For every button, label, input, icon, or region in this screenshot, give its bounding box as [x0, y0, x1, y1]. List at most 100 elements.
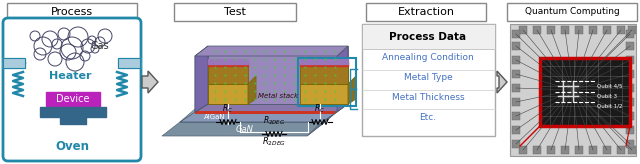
Bar [300, 62, 348, 66]
Bar [512, 84, 520, 92]
Text: Test: Test [224, 7, 246, 17]
Text: Gas: Gas [91, 41, 109, 51]
Bar [300, 59, 348, 64]
Polygon shape [307, 109, 340, 136]
Bar [512, 112, 520, 120]
Bar [512, 42, 520, 50]
Bar [118, 58, 140, 68]
Polygon shape [300, 84, 348, 104]
Bar [628, 146, 636, 154]
FancyBboxPatch shape [7, 3, 137, 21]
Bar [603, 146, 611, 154]
Bar [510, 24, 636, 156]
Polygon shape [348, 76, 356, 104]
Bar [519, 26, 527, 34]
Polygon shape [195, 104, 348, 112]
Text: GaN: GaN [236, 124, 254, 133]
Polygon shape [195, 46, 348, 56]
Bar [512, 126, 520, 134]
Text: $R_C$: $R_C$ [314, 102, 326, 115]
Polygon shape [337, 46, 348, 112]
Bar [40, 107, 106, 117]
FancyBboxPatch shape [174, 3, 296, 21]
Polygon shape [208, 84, 248, 104]
Bar [519, 146, 527, 154]
Bar [626, 84, 634, 92]
Bar [512, 70, 520, 78]
Bar [617, 26, 625, 34]
Bar [547, 26, 555, 34]
Bar [626, 56, 634, 64]
Polygon shape [195, 46, 208, 112]
Bar [512, 98, 520, 106]
Bar [575, 146, 583, 154]
Bar [512, 140, 520, 148]
Text: Qubit 3: Qubit 3 [597, 93, 617, 99]
Bar [540, 58, 630, 126]
Bar [362, 24, 495, 136]
Text: Device: Device [56, 94, 90, 104]
Text: Annealing Condition: Annealing Condition [382, 52, 474, 62]
Bar [46, 92, 100, 106]
Polygon shape [195, 46, 208, 112]
Bar [626, 30, 634, 38]
Polygon shape [300, 64, 348, 84]
Bar [118, 58, 140, 68]
Text: Metal Type: Metal Type [404, 73, 452, 82]
Bar [60, 116, 86, 124]
Bar [547, 146, 555, 154]
Bar [617, 146, 625, 154]
Bar [512, 56, 520, 64]
Bar [561, 146, 569, 154]
Text: Quantum Computing: Quantum Computing [525, 8, 620, 17]
Bar [575, 26, 583, 34]
Text: Process: Process [51, 7, 93, 17]
Text: Etc.: Etc. [419, 113, 436, 122]
Polygon shape [195, 111, 335, 114]
Text: Metal Thickness: Metal Thickness [392, 93, 464, 102]
Polygon shape [195, 104, 348, 112]
Text: Process Data: Process Data [389, 32, 467, 42]
Text: Extraction: Extraction [397, 7, 454, 17]
Text: $R_{2DEG}$: $R_{2DEG}$ [263, 114, 285, 127]
Bar [626, 98, 634, 106]
Polygon shape [162, 122, 325, 136]
Bar [208, 62, 248, 66]
Bar [561, 26, 569, 34]
Polygon shape [180, 109, 340, 122]
Bar [628, 26, 636, 34]
Text: $R_{2DEG}$: $R_{2DEG}$ [262, 136, 286, 148]
Bar [512, 30, 520, 38]
Bar [626, 42, 634, 50]
Text: $R_C$: $R_C$ [223, 102, 234, 115]
Text: Qubit 1/2: Qubit 1/2 [597, 103, 623, 109]
Polygon shape [180, 112, 337, 122]
Text: Qubit 4/5: Qubit 4/5 [597, 83, 623, 89]
Bar [362, 24, 495, 49]
Bar [603, 26, 611, 34]
Bar [589, 146, 597, 154]
Bar [533, 26, 541, 34]
FancyBboxPatch shape [3, 18, 141, 161]
Text: AlGaN: AlGaN [204, 114, 226, 120]
FancyBboxPatch shape [507, 3, 637, 21]
Polygon shape [208, 64, 248, 84]
Bar [533, 146, 541, 154]
Bar [589, 26, 597, 34]
Bar [298, 58, 356, 106]
Bar [626, 70, 634, 78]
Bar [626, 140, 634, 148]
Text: Oven: Oven [55, 140, 89, 153]
Bar [626, 126, 634, 134]
Bar [208, 59, 248, 64]
Bar [3, 58, 25, 68]
Bar [626, 112, 634, 120]
Bar [3, 58, 25, 68]
FancyBboxPatch shape [366, 3, 486, 21]
Polygon shape [248, 76, 256, 104]
Polygon shape [142, 71, 158, 93]
Polygon shape [497, 71, 507, 93]
Text: Heater: Heater [49, 71, 92, 81]
Text: Metal stack: Metal stack [258, 93, 298, 99]
Polygon shape [208, 46, 348, 104]
